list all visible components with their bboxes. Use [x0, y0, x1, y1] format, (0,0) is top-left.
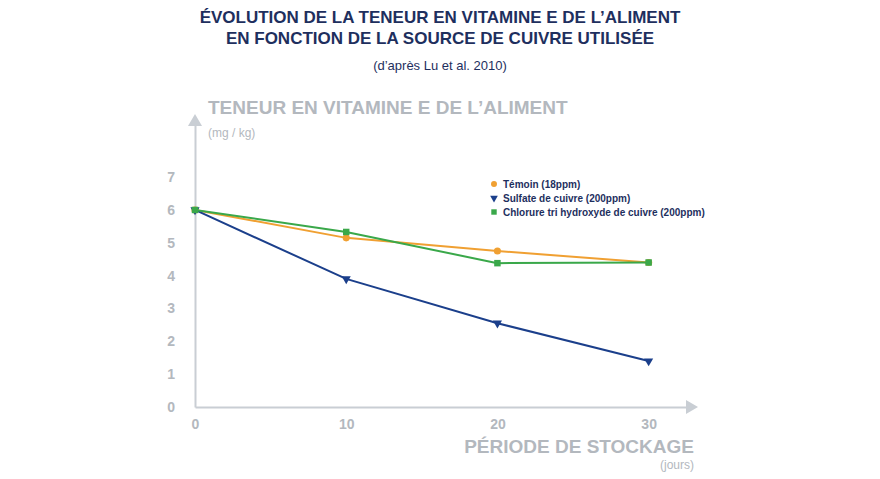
plot: 0 10 20 30 0 1 2 3 4 5 6 7 TENEUR EN VITAMINE E DE L…: [167, 97, 705, 472]
point: [191, 206, 198, 213]
tick: 7: [167, 169, 195, 185]
title: EN FONCTION DE LA SOURCE DE CUIVRE UTILI…: [226, 29, 654, 48]
tick-label: 2: [167, 333, 175, 349]
tick-label: 4: [167, 268, 175, 284]
tick: 1: [167, 366, 195, 382]
tick: 4: [167, 268, 195, 284]
axis-unit: (jours): [660, 458, 694, 472]
tick: 5: [167, 235, 195, 251]
point: [644, 358, 653, 366]
subtitle: (d’après Lu et al. 2010): [373, 58, 507, 73]
point: [192, 207, 198, 213]
legend-swatch: [491, 209, 496, 214]
legend-swatch: [491, 181, 497, 187]
axis-arrow: [188, 114, 202, 126]
axis-title: TENEUR EN VITAMINE E DE L’ALIMENT: [208, 97, 568, 118]
point: [190, 207, 199, 215]
point: [343, 229, 349, 235]
tick: 20: [490, 407, 506, 432]
point: [645, 259, 652, 266]
tick-label: 1: [167, 366, 175, 382]
legend-swatch: [490, 196, 498, 203]
legend-label: Témoin (18ppm): [503, 179, 580, 190]
legend-item: Chlorure tri hydroxyde de cuivre (200ppm…: [491, 207, 704, 218]
tick: 2: [167, 333, 195, 349]
tick-label: 10: [339, 416, 355, 432]
point: [343, 234, 350, 241]
point: [342, 276, 351, 284]
series-line: [195, 210, 649, 263]
legend-label: Sulfate de cuivre (200ppm): [503, 193, 630, 204]
point: [494, 247, 501, 254]
legend-item: Sulfate de cuivre (200ppm): [490, 193, 630, 204]
axis-line: [196, 407, 695, 409]
series-line: [195, 210, 649, 361]
axis-unit: (mg / kg): [208, 126, 255, 140]
tick-label: 20: [490, 416, 506, 432]
tick-label: 5: [167, 235, 175, 251]
tick-label: 7: [167, 169, 175, 185]
tick: 3: [167, 300, 195, 316]
axis-line: [195, 119, 197, 408]
tick: 6: [167, 202, 195, 218]
chart: ÉVOLUTION DE LA TENEUR EN VITAMINE E DE …: [0, 0, 880, 479]
x-axis: 0 10 20 30: [192, 407, 695, 432]
axis-arrow: [686, 400, 698, 414]
tick-label: 3: [167, 300, 175, 316]
tick-label: 6: [167, 202, 175, 218]
series-line: [195, 210, 649, 263]
legend-item: Témoin (18ppm): [491, 179, 580, 190]
legend: Témoin (18ppm) Sulfate de cuivre (200ppm)…: [490, 179, 705, 218]
tick: 10: [339, 407, 355, 432]
point: [493, 321, 502, 329]
tick: 30: [641, 407, 657, 432]
axis-title: PÉRIODE DE STOCKAGE: [464, 436, 694, 457]
title: ÉVOLUTION DE LA TENEUR EN VITAMINE E DE …: [200, 8, 681, 27]
tick: 0: [192, 407, 200, 432]
tick-label: 30: [641, 416, 657, 432]
point: [494, 260, 500, 266]
legend-label: Chlorure tri hydroxyde de cuivre (200ppm…: [503, 207, 705, 218]
tick-label: 0: [192, 416, 200, 432]
point: [645, 259, 651, 265]
series-group: [190, 206, 653, 366]
tick: 0: [167, 399, 195, 415]
tick-label: 0: [167, 399, 175, 415]
y-axis: 0 1 2 3 4 5 6 7: [167, 119, 195, 415]
